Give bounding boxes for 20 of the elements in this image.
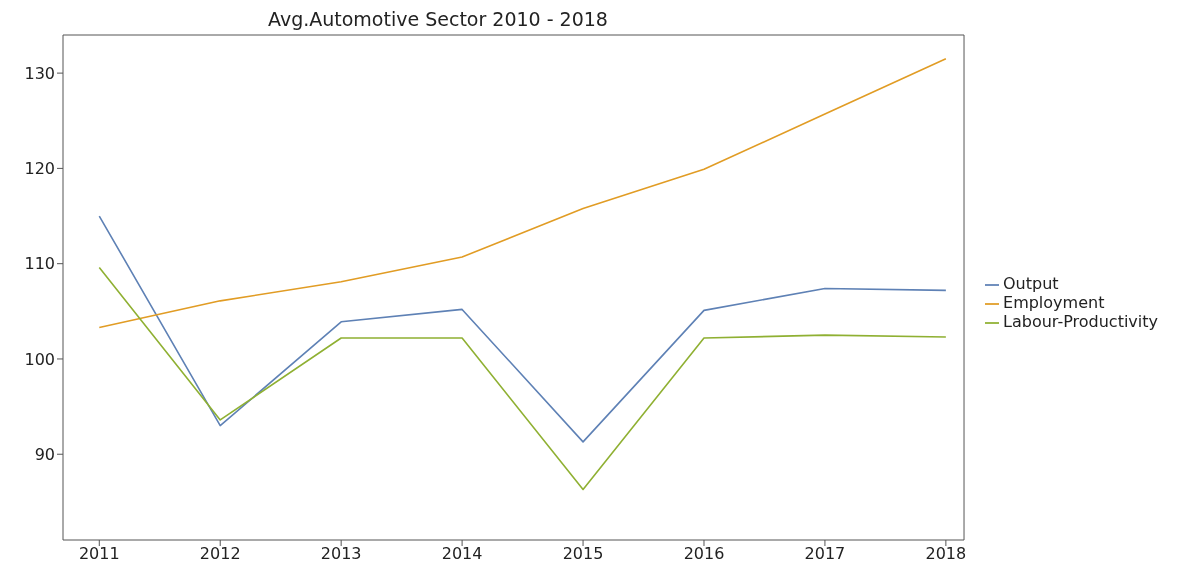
legend-label: Labour-Productivity: [1003, 312, 1158, 331]
chart-title: Avg.Automotive Sector 2010 - 2018: [267, 8, 609, 30]
line-series: [98, 58, 947, 329]
legend-label: Output: [1003, 274, 1059, 293]
y-tick-label: 120: [24, 159, 55, 179]
x-tick-label: 2014: [441, 544, 483, 564]
line-series: [98, 215, 947, 443]
x-tick-label: 2015: [562, 544, 604, 564]
x-tick-label: 2011: [78, 544, 120, 564]
y-tick-label: 90: [34, 444, 55, 464]
x-tick-label: 2013: [320, 544, 362, 564]
y-tick-label: 110: [24, 254, 55, 274]
x-tick-label: 2017: [804, 544, 846, 564]
line-series: [98, 266, 947, 491]
x-tick-label: 2018: [925, 544, 967, 564]
legend-label: Employment: [1003, 293, 1105, 312]
y-tick-label: 100: [24, 349, 55, 369]
y-tick-label: 130: [24, 63, 55, 83]
x-tick-label: 2016: [683, 544, 725, 564]
x-tick-label: 2012: [199, 544, 241, 564]
